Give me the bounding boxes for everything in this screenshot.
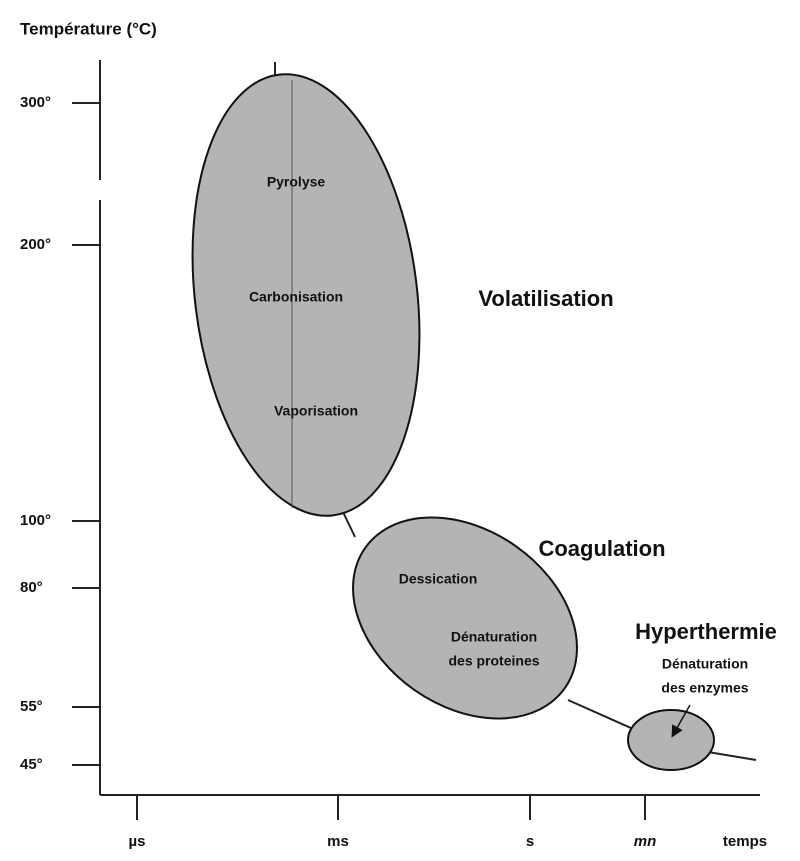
x-tick-label: ms: [327, 833, 349, 850]
y-ticks: 300° 200° 100° 80° 55° 45°: [20, 94, 100, 773]
zone-label: Pyrolyse: [267, 174, 326, 190]
zone-label: Dénaturation: [662, 656, 748, 672]
zone-title: Volatilisation: [478, 286, 613, 311]
hyperthermie-zone: [627, 709, 715, 771]
x-tick-label: µs: [129, 833, 146, 850]
y-tick-label: 200°: [20, 236, 51, 253]
curve: [342, 511, 356, 538]
curve: [707, 751, 757, 761]
x-ticks: µs ms s mn temps: [129, 795, 767, 850]
arrow: [671, 704, 691, 738]
x-tick-label: temps: [723, 833, 767, 850]
y-tick-label: 80°: [20, 579, 43, 596]
curve: [567, 699, 641, 733]
coagulation-zone: [352, 516, 578, 720]
zone-title: Hyperthermie: [635, 619, 777, 644]
volatilisation-zone: [191, 73, 421, 517]
zone-label: des enzymes: [661, 680, 748, 696]
zone-label: Dessication: [399, 571, 478, 587]
zone-label: Dénaturation: [451, 629, 537, 645]
x-tick-label: s: [526, 833, 534, 850]
zone-label: des proteines: [448, 653, 539, 669]
x-tick-label: mn: [634, 833, 657, 850]
zone-label: Vaporisation: [274, 403, 358, 419]
zone-title: Coagulation: [538, 536, 665, 561]
y-tick-label: 45°: [20, 756, 43, 773]
y-tick-label: 100°: [20, 512, 51, 529]
axis-title: Température (°C): [20, 19, 157, 38]
y-tick-label: 55°: [20, 698, 43, 715]
y-tick-label: 300°: [20, 94, 51, 111]
zone-label: Carbonisation: [249, 289, 343, 305]
